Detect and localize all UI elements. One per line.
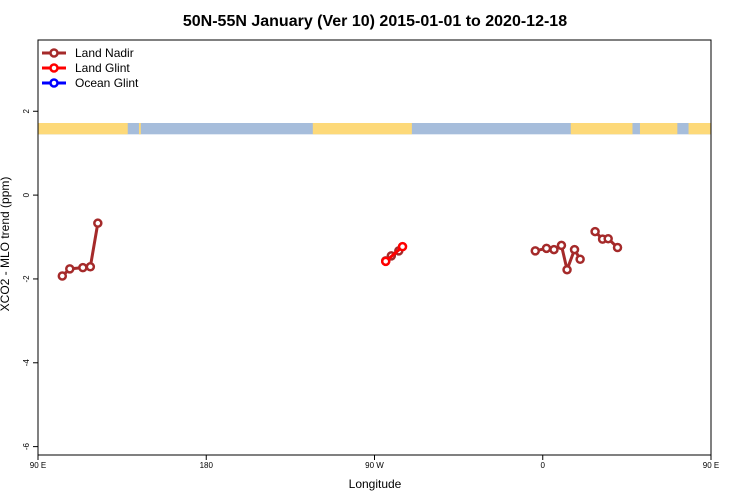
x-axis-label: Longitude xyxy=(349,477,402,491)
data-point xyxy=(57,271,68,281)
x-tick-label: 90 E xyxy=(703,461,719,470)
legend-item: Land Nadir xyxy=(42,46,134,60)
data-point xyxy=(590,226,600,237)
data-point xyxy=(569,244,580,255)
chart-title: 50N-55N January (Ver 10) 2015-01-01 to 2… xyxy=(183,13,567,30)
x-axis: 90 E 180 90 W 0 90 E xyxy=(30,455,719,470)
series-land-glint xyxy=(380,241,408,267)
x-tick-label: 90 W xyxy=(365,461,384,470)
map-land-segment xyxy=(138,123,141,135)
x-tick-label: 180 xyxy=(200,461,214,470)
legend-item: Ocean Glint xyxy=(42,76,139,90)
data-point xyxy=(93,218,103,228)
y-tick-label: -2 xyxy=(22,275,31,283)
data-point xyxy=(575,254,585,264)
legend-marker xyxy=(49,78,59,88)
data-point xyxy=(78,262,88,273)
y-axis-label: XCO2 - MLO trend (ppm) xyxy=(0,177,12,312)
legend-item: Land Glint xyxy=(42,61,130,75)
y-tick-label: -4 xyxy=(22,359,31,367)
series-land-nadir xyxy=(57,218,623,281)
map-land-segment xyxy=(688,123,711,135)
map-land-segment xyxy=(639,123,678,135)
legend-label: Land Nadir xyxy=(75,46,134,60)
x-tick-label: 0 xyxy=(541,461,546,470)
legend-label: Land Glint xyxy=(75,61,130,75)
data-point xyxy=(612,242,623,253)
y-tick-label: -6 xyxy=(22,443,31,451)
x-tick-label: 90 E xyxy=(30,461,46,470)
map-land-segment xyxy=(570,123,633,135)
data-point xyxy=(65,264,75,274)
legend-marker xyxy=(49,48,59,58)
y-tick-label: 0 xyxy=(22,192,31,197)
data-point xyxy=(530,246,541,256)
data-point xyxy=(85,262,96,272)
y-axis: 2 0 -2 -4 -6 xyxy=(22,108,38,450)
plot-frame xyxy=(37,39,712,456)
data-point xyxy=(562,264,572,275)
map-strip xyxy=(38,123,711,135)
legend-label: Ocean Glint xyxy=(75,76,139,90)
legend-marker xyxy=(49,63,59,73)
data-point xyxy=(603,233,613,244)
data-point xyxy=(397,241,408,252)
data-point xyxy=(541,243,552,254)
series-layer xyxy=(57,218,623,281)
data-point xyxy=(549,244,559,255)
data-point xyxy=(380,256,391,267)
data-point xyxy=(556,240,567,251)
y-tick-label: 2 xyxy=(22,108,31,113)
map-land-segment xyxy=(38,123,128,135)
map-land-segment xyxy=(312,123,412,135)
